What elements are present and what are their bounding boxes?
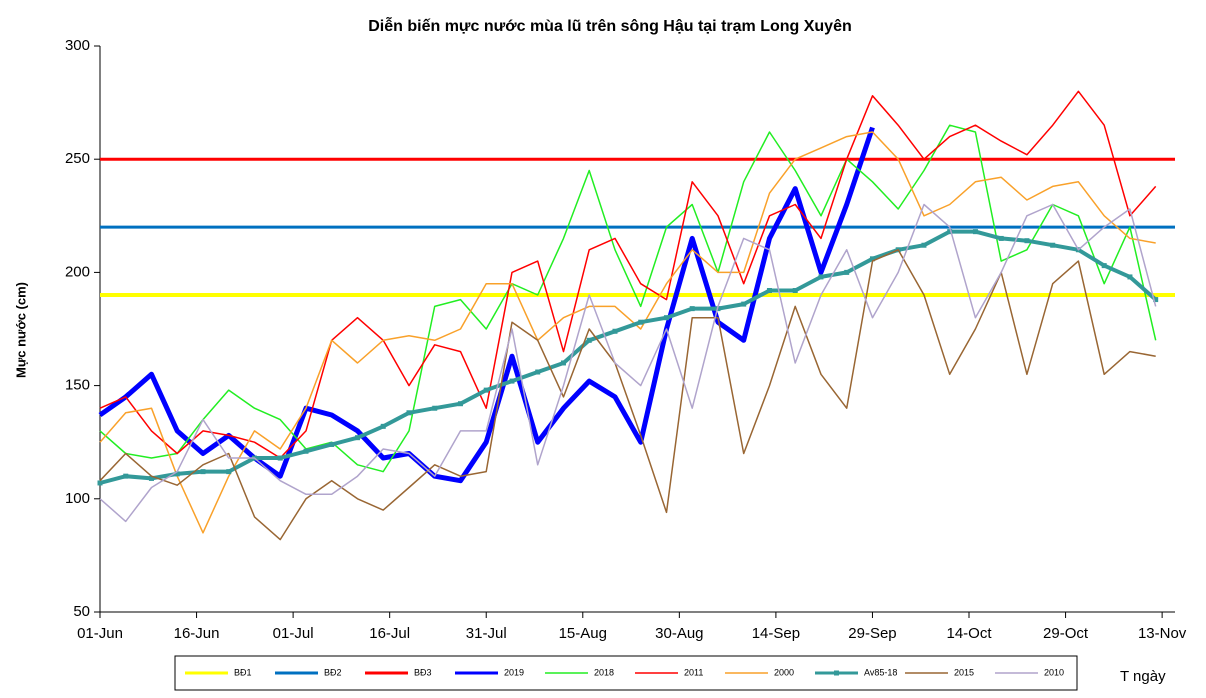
legend-label: 2010 — [1044, 667, 1064, 677]
x-tick-label: 29-Sep — [848, 625, 896, 642]
point-marker — [148, 475, 154, 481]
x-tick-label: 01-Jul — [273, 625, 314, 642]
point-marker — [432, 405, 438, 411]
point-marker — [97, 480, 103, 486]
point-marker — [766, 288, 772, 294]
point-marker — [972, 229, 978, 235]
y-axis-label: Mực nước (cm) — [13, 282, 28, 378]
legend-label: 2015 — [954, 667, 974, 677]
point-marker — [200, 469, 206, 475]
point-marker — [947, 229, 953, 235]
point-marker — [792, 288, 798, 294]
legend-label: 2018 — [594, 667, 614, 677]
legend-label: BĐ3 — [414, 667, 432, 677]
x-tick-label: 14-Sep — [752, 625, 800, 642]
point-marker — [844, 269, 850, 275]
y-tick-label: 200 — [65, 263, 90, 280]
series-line — [99, 124, 1157, 473]
series-line — [99, 229, 1158, 485]
point-marker — [483, 387, 489, 393]
legend-label: BĐ2 — [324, 667, 342, 677]
x-tick-label: 13-Nov — [1138, 625, 1187, 642]
y-tick-label: 100 — [65, 490, 90, 507]
point-marker — [1101, 263, 1107, 269]
x-tick-label: 30-Aug — [655, 625, 703, 642]
legend-label: Av85-18 — [864, 667, 897, 677]
x-tick-label: 16-Jul — [369, 625, 410, 642]
legend-label: BĐ1 — [234, 667, 252, 677]
point-marker — [1050, 242, 1056, 248]
point-marker — [406, 410, 412, 416]
chart-title: Diễn biến mực nước mùa lũ trên sông Hậu … — [368, 16, 852, 35]
series-line — [99, 90, 1157, 459]
point-marker — [457, 401, 463, 407]
point-marker — [998, 235, 1004, 241]
point-marker — [741, 301, 747, 307]
point-marker — [1127, 274, 1133, 280]
x-tick-label: 29-Oct — [1043, 625, 1089, 642]
point-marker — [921, 242, 927, 248]
point-marker — [535, 369, 541, 375]
point-marker — [869, 256, 875, 262]
x-tick-label: 15-Aug — [559, 625, 607, 642]
y-tick-label: 300 — [65, 37, 90, 54]
point-marker — [354, 435, 360, 441]
y-tick-label: 150 — [65, 377, 90, 394]
x-tick-label: 31-Jul — [466, 625, 507, 642]
point-marker — [277, 455, 283, 461]
x-axis-label: T ngày — [1120, 668, 1166, 685]
point-marker — [560, 360, 566, 366]
point-marker — [509, 378, 515, 384]
point-marker — [380, 423, 386, 429]
point-marker — [226, 469, 232, 475]
legend-label: 2000 — [774, 667, 794, 677]
point-marker — [612, 328, 618, 334]
point-marker — [329, 441, 335, 447]
x-tick-label: 16-Jun — [174, 625, 220, 642]
point-marker — [123, 473, 129, 479]
point-marker — [1024, 238, 1030, 244]
point-marker — [638, 319, 644, 325]
point-marker — [818, 274, 824, 280]
legend-marker — [834, 670, 839, 676]
series-line — [99, 131, 1156, 534]
x-tick-label: 01-Jun — [77, 625, 123, 642]
point-marker — [689, 306, 695, 312]
y-tick-label: 250 — [65, 150, 90, 167]
point-marker — [586, 337, 592, 343]
point-marker — [174, 471, 180, 477]
point-marker — [303, 448, 309, 454]
point-marker — [1153, 297, 1159, 303]
legend-label: 2019 — [504, 667, 524, 677]
y-tick-label: 50 — [73, 603, 90, 620]
x-tick-label: 14-Oct — [947, 625, 993, 642]
series-line — [99, 249, 1156, 541]
legend-label: 2011 — [684, 667, 703, 677]
point-marker — [663, 315, 669, 321]
series-line — [99, 203, 1157, 523]
